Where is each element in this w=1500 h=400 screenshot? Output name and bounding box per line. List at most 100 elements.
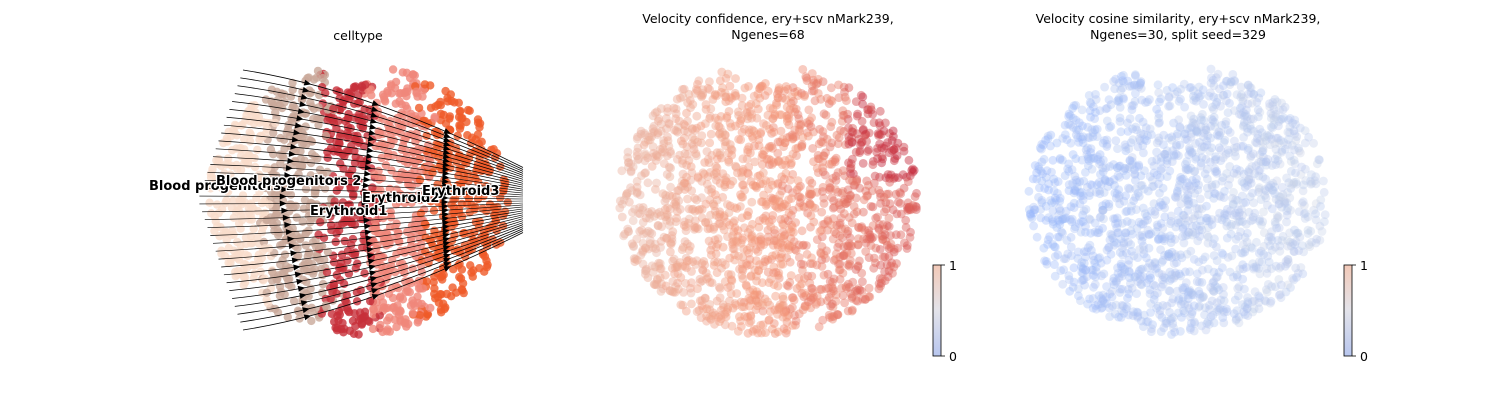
data-point: [731, 74, 740, 83]
data-point: [1212, 307, 1222, 317]
data-point: [1127, 247, 1136, 256]
data-point: [1317, 227, 1327, 236]
data-point: [1058, 134, 1068, 143]
data-point: [442, 289, 451, 299]
data-point: [647, 207, 656, 216]
streamline-arrow: [303, 314, 312, 321]
data-point: [692, 84, 701, 94]
panel-velocity-cosine-similarity: Velocity cosine similarity, ery+scv nMar…: [1024, 11, 1368, 364]
data-point: [797, 289, 807, 298]
data-point: [650, 239, 660, 249]
data-point: [483, 260, 492, 269]
data-point: [765, 142, 775, 151]
data-point: [697, 205, 707, 214]
data-point: [1212, 168, 1222, 178]
streamline-arrow: [368, 129, 376, 136]
data-point: [477, 166, 486, 176]
data-point: [813, 154, 823, 164]
data-point: [637, 225, 647, 235]
data-point: [680, 178, 690, 188]
data-point: [869, 178, 879, 188]
data-point: [1155, 310, 1164, 319]
streamline-arrow: [296, 278, 304, 285]
data-point: [335, 264, 344, 273]
streamline-arrow: [443, 253, 451, 260]
data-point: [385, 116, 395, 126]
data-point: [701, 105, 711, 114]
data-point: [1200, 252, 1210, 262]
data-point: [1263, 236, 1273, 246]
data-point: [1067, 214, 1077, 224]
data-point: [415, 311, 424, 320]
data-point: [414, 103, 424, 113]
data-point: [1130, 80, 1140, 90]
data-point: [1100, 174, 1110, 184]
data-point: [403, 104, 412, 113]
data-point: [830, 157, 840, 167]
streamline-arrow: [294, 271, 303, 278]
streamline-arrow: [361, 194, 369, 201]
data-point: [1086, 153, 1096, 163]
data-point: [426, 303, 435, 313]
data-point: [774, 83, 784, 93]
streamline-arrow: [293, 129, 301, 136]
data-point: [339, 328, 348, 337]
data-point: [224, 243, 233, 253]
data-point: [403, 227, 412, 236]
data-point: [796, 120, 805, 130]
streamline-arrow: [369, 123, 377, 130]
streamline-arrow: [442, 148, 451, 155]
data-point: [1209, 287, 1219, 296]
data-point: [833, 187, 843, 197]
data-point: [1077, 105, 1087, 115]
data-point: [1306, 179, 1316, 189]
data-point: [1274, 223, 1284, 233]
data-point: [687, 299, 696, 309]
data-point: [441, 119, 451, 128]
data-point: [901, 223, 911, 232]
data-point: [841, 199, 851, 208]
data-point: [821, 110, 831, 120]
data-point: [1238, 217, 1247, 227]
data-point: [374, 175, 384, 184]
data-point: [1164, 249, 1174, 259]
data-point: [769, 158, 778, 167]
streamline-arrow: [294, 122, 303, 129]
data-point: [1222, 221, 1232, 231]
data-point: [727, 275, 736, 284]
data-point: [853, 288, 862, 297]
data-point: [1079, 206, 1089, 216]
data-point: [1186, 246, 1196, 256]
data-point: [848, 277, 858, 287]
data-point: [1223, 125, 1233, 135]
data-point: [864, 145, 874, 155]
data-point: [1304, 240, 1314, 250]
data-point: [770, 329, 780, 338]
data-point: [899, 142, 909, 152]
data-point: [475, 264, 484, 273]
data-point: [429, 278, 438, 287]
data-point: [1173, 218, 1183, 228]
data-point: [1298, 197, 1308, 207]
data-point: [1083, 132, 1093, 142]
data-point: [1249, 263, 1259, 272]
data-point: [1098, 201, 1108, 211]
data-point: [1112, 223, 1122, 233]
data-point: [884, 222, 894, 231]
data-point: [721, 177, 731, 187]
data-point: [1222, 169, 1232, 178]
data-point: [1197, 278, 1207, 287]
data-point: [1066, 111, 1075, 121]
data-point: [1245, 83, 1255, 92]
cluster-label-erythroid3: Erythroid3: [422, 184, 499, 199]
data-point: [877, 274, 887, 284]
data-point: [1283, 140, 1292, 150]
data-point: [446, 153, 456, 162]
data-point: [1213, 93, 1223, 103]
streamline-arrow: [364, 164, 372, 171]
panel2-colorbar: 1 0: [932, 258, 957, 364]
data-point: [831, 185, 840, 194]
data-point: [692, 151, 701, 161]
data-point: [760, 216, 770, 225]
data-point: [648, 152, 658, 162]
